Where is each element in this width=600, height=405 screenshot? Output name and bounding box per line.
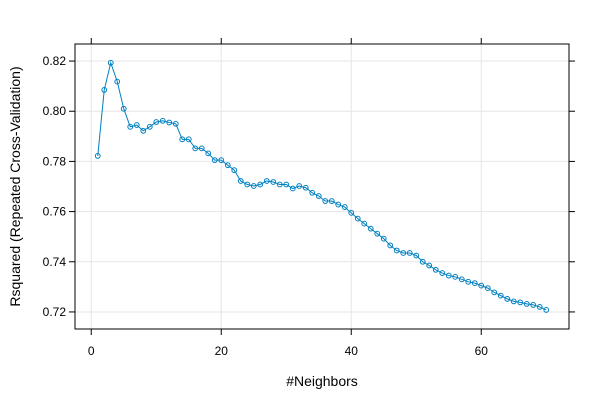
data-point	[458, 276, 465, 283]
data-point	[543, 307, 550, 313]
data-point	[328, 198, 335, 204]
plot-frame	[74, 43, 570, 330]
data-point	[530, 302, 537, 308]
data-point	[426, 262, 433, 269]
data-point	[114, 78, 121, 85]
grid-lines	[75, 44, 569, 329]
data-point	[133, 122, 140, 128]
data-point	[237, 178, 244, 184]
data-point	[276, 181, 283, 188]
data-point	[153, 119, 160, 125]
data-point	[120, 105, 127, 112]
y-tick-label: 0.78	[43, 154, 67, 168]
data-point	[250, 183, 257, 189]
data-point	[315, 193, 322, 199]
data-point	[510, 298, 517, 305]
data-point	[478, 282, 485, 289]
data-point	[471, 280, 478, 286]
data-point	[335, 201, 342, 208]
data-point	[302, 184, 309, 191]
data-point	[127, 123, 134, 130]
data-point	[432, 266, 439, 273]
data-point	[263, 178, 270, 184]
data-point	[484, 285, 491, 292]
data-point	[445, 272, 452, 279]
data-point	[309, 189, 316, 196]
data-point	[172, 120, 179, 127]
y-tick-label: 0.82	[43, 54, 67, 68]
data-point	[198, 145, 205, 152]
data-point	[205, 150, 212, 157]
data-point	[400, 250, 407, 256]
data-point	[387, 242, 394, 249]
data-point	[374, 230, 381, 237]
data-point	[192, 145, 199, 152]
data-point	[107, 59, 114, 66]
data-point	[465, 278, 472, 285]
data-point	[211, 157, 218, 164]
y-tick-label: 0.74	[43, 255, 67, 269]
x-tick-label: 60	[475, 344, 489, 358]
data-point	[322, 198, 329, 204]
data-point	[289, 185, 296, 192]
data-point	[380, 235, 387, 242]
y-tick-label: 0.80	[43, 104, 67, 118]
data-point	[523, 301, 530, 307]
data-point	[224, 162, 231, 169]
data-point	[367, 225, 374, 232]
series-line	[97, 61, 547, 311]
data-point	[185, 136, 192, 143]
data-point	[517, 299, 524, 306]
data-point	[419, 258, 426, 265]
data-point	[270, 179, 277, 185]
data-point	[354, 215, 361, 222]
data-point	[244, 181, 251, 188]
data-point	[497, 292, 504, 299]
data-point	[504, 295, 511, 302]
data-point	[361, 220, 368, 227]
data-point	[393, 247, 400, 254]
data-point	[341, 204, 348, 210]
data-point	[491, 289, 498, 296]
x-axis-title: #Neighbors	[286, 373, 358, 389]
data-point	[166, 119, 173, 126]
data-point	[452, 273, 459, 280]
data-point	[101, 87, 108, 93]
y-tick-label: 0.76	[43, 205, 67, 219]
data-point	[218, 157, 225, 164]
x-tick-label: 20	[215, 344, 229, 358]
data-point	[159, 117, 166, 124]
data-point	[296, 183, 303, 189]
y-tick-label: 0.72	[43, 305, 67, 319]
data-point	[406, 250, 413, 256]
x-tick-label: 0	[88, 344, 95, 358]
axis-ticks: 0 20 40 60 0.72 0.74 0.76 0.78 0.80 0.82	[43, 38, 575, 358]
x-tick-label: 40	[345, 344, 359, 358]
data-point	[413, 252, 420, 259]
data-point	[146, 123, 153, 130]
data-point	[231, 167, 238, 174]
data-point	[257, 181, 264, 188]
y-axis-title: Rsquared (Repeated Cross-Validation)	[7, 66, 23, 306]
data-point	[179, 136, 186, 143]
data-point	[536, 304, 543, 310]
data-point	[348, 209, 355, 216]
data-point	[439, 270, 446, 276]
data-point	[283, 181, 290, 188]
data-point	[140, 127, 147, 134]
series-group	[94, 59, 550, 313]
data-point	[94, 152, 101, 159]
